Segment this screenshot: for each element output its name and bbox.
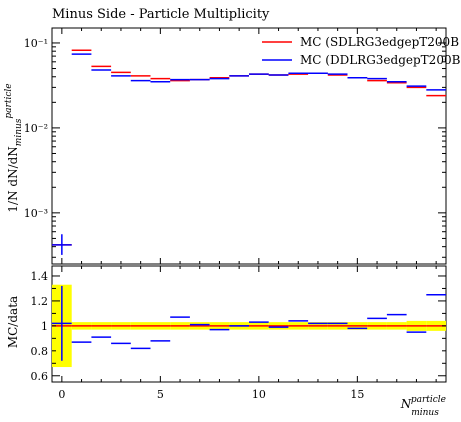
y-tick-label: 10⁻³ <box>24 207 48 220</box>
chart-title: Minus Side - Particle Multiplicity <box>52 7 270 22</box>
x-tick-label: 5 <box>157 388 164 401</box>
x-tick-label: 0 <box>58 388 65 401</box>
x-tick-label: 15 <box>350 388 364 401</box>
y-tick-label: 10⁻¹ <box>24 37 48 50</box>
ratio-y-tick-label: 1.4 <box>31 270 49 283</box>
ratio-plot-marks <box>52 284 446 368</box>
main-plot-frame <box>51 27 447 265</box>
axis-ticks: 0 5 10 15 10⁻¹ 10⁻² 10⁻³ 0.6 0.8 1 1.2 1.4 <box>24 28 446 401</box>
ratio-y-tick-label: 0.8 <box>31 345 49 358</box>
main-plot-marks <box>52 49 446 255</box>
x-axis-label: Nminusparticle <box>400 395 446 418</box>
legend-label-ddl: MC (DDLRG3edgepT200B <box>300 53 461 67</box>
legend-label-sdl: MC (SDLRG3edgepT200B <box>300 35 459 49</box>
main-y-axis-label: 1/N dN/dNminusparticle <box>4 83 24 212</box>
ratio-y-tick-label: 0.6 <box>31 370 49 383</box>
x-tick-label: 10 <box>252 388 266 401</box>
ratio-y-tick-label: 1.2 <box>31 295 49 308</box>
legend: MC (SDLRG3edgepT200B MC (DDLRG3edgepT200… <box>262 35 461 67</box>
ratio-y-axis-label: MC/data <box>6 296 20 348</box>
ratio-y-tick-label: 1 <box>41 320 48 333</box>
y-tick-label: 10⁻² <box>24 122 48 135</box>
